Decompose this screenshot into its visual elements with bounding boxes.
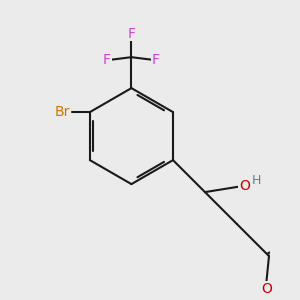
Text: Br: Br <box>54 105 70 119</box>
Text: F: F <box>103 53 111 67</box>
Text: F: F <box>128 27 135 41</box>
Text: H: H <box>252 174 261 188</box>
Text: F: F <box>152 53 160 67</box>
Text: O: O <box>239 179 250 193</box>
Text: O: O <box>261 282 272 296</box>
